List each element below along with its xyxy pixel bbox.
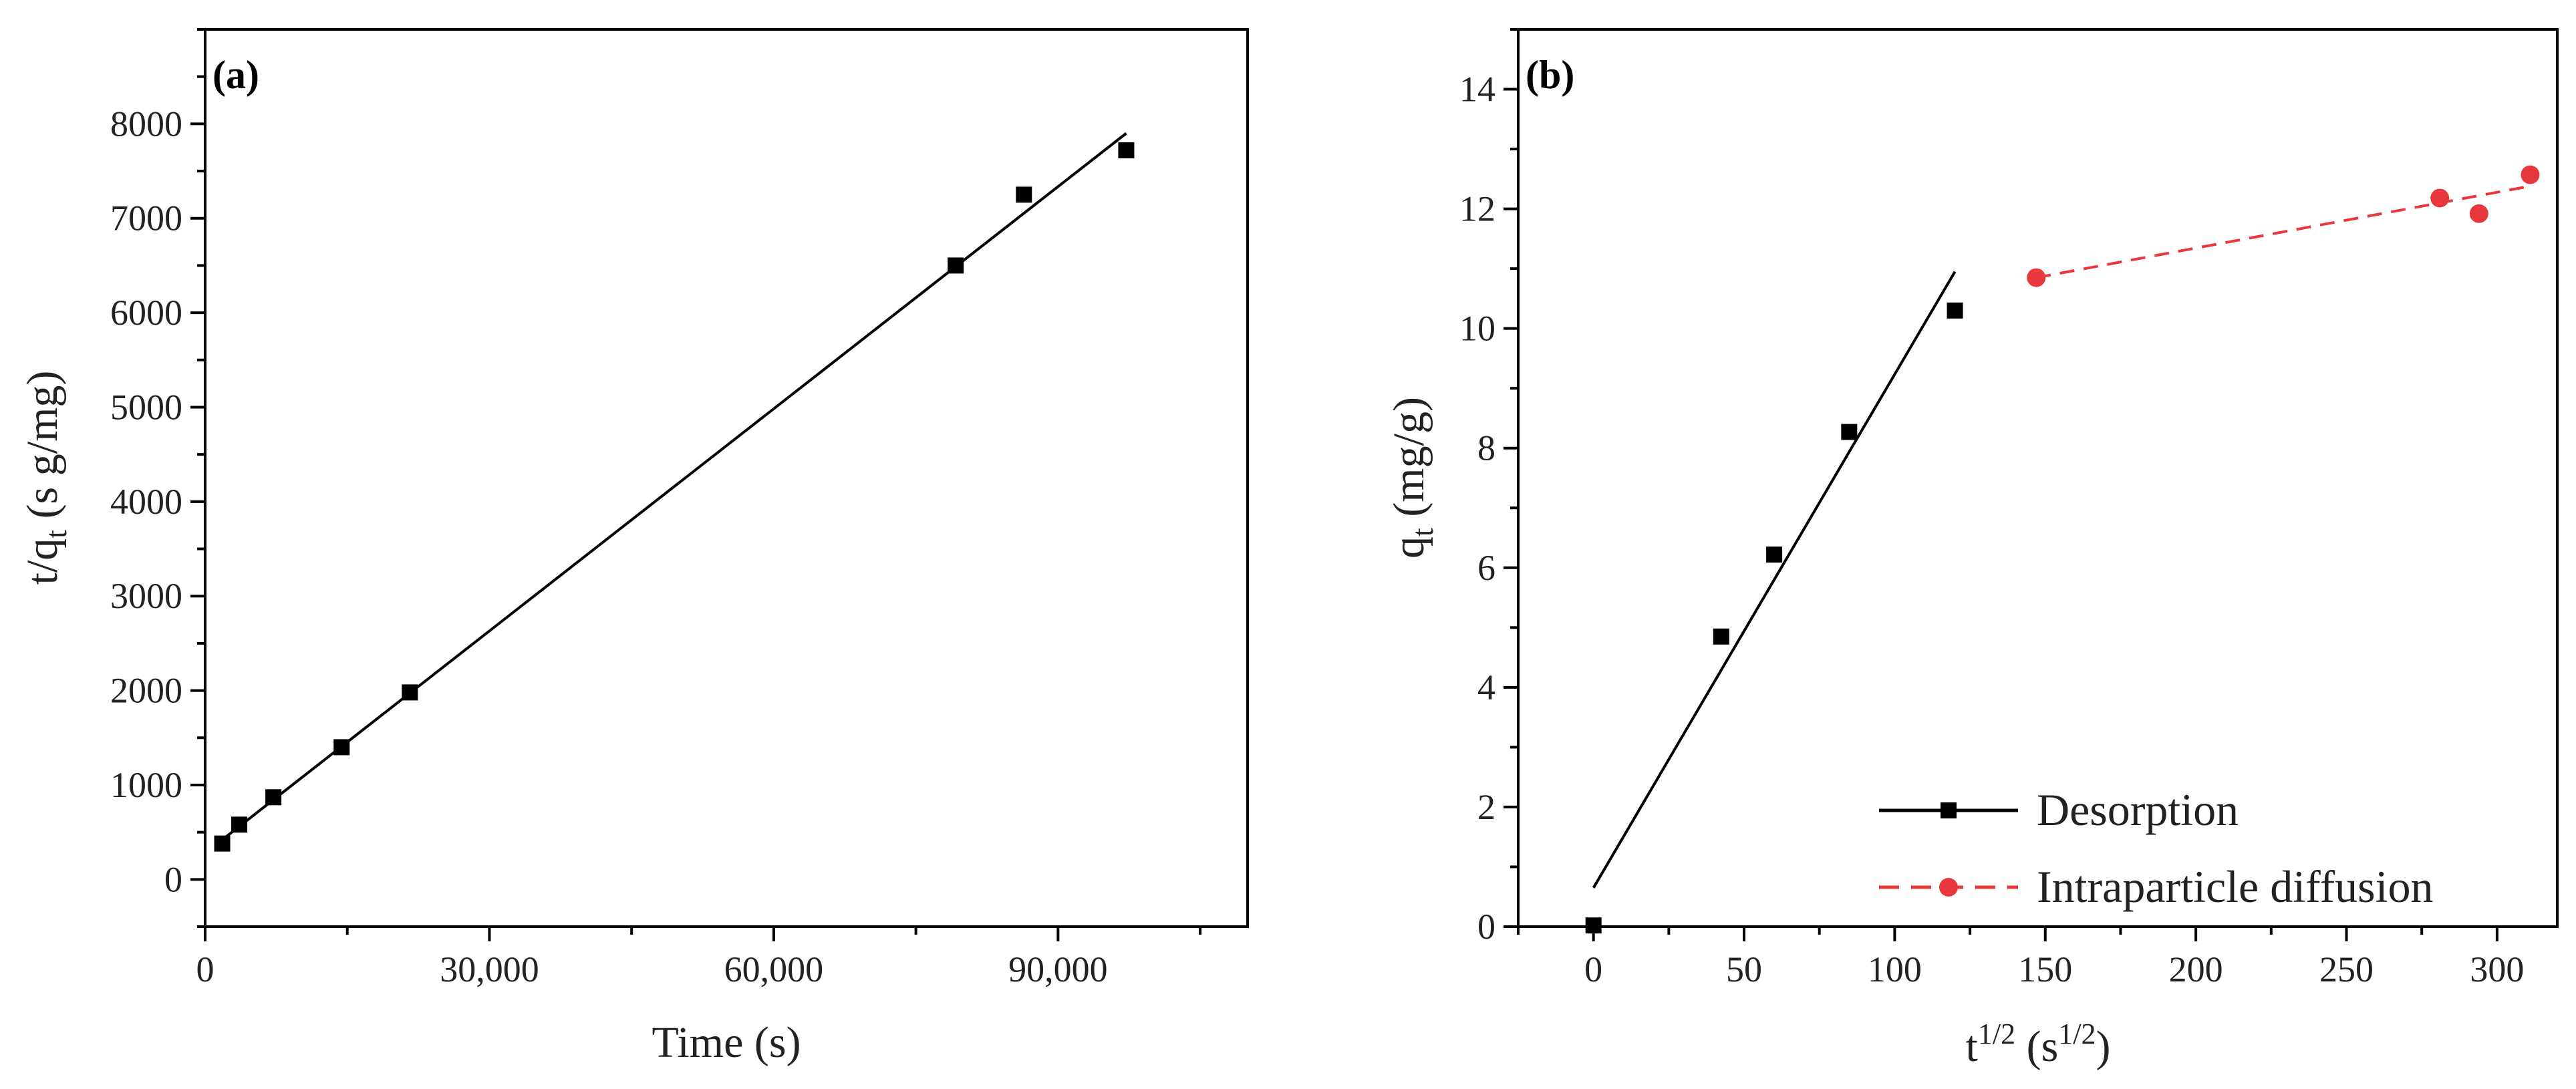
panel-a-ticks: 0 30,000 60,000 90,000 0 1000 2000 3000 4000 5000… <box>110 28 1202 989</box>
fit-line <box>221 132 1127 841</box>
panel-b-x-title-sup: 1/2 <box>1978 1018 2015 1050</box>
panel-b-x-title-tail: ) <box>2096 1022 2111 1071</box>
panel-b-y-axis-title: qt (mg/g) <box>1385 397 1439 559</box>
panel-b-y-title-main: q <box>1385 536 1433 559</box>
x-tick-label: 60,000 <box>724 949 824 989</box>
panel-b-x-title-main: t <box>1966 1022 1978 1071</box>
x-tick-label: 30,000 <box>440 949 539 989</box>
y-tick-label: 3000 <box>110 576 182 616</box>
panel-a-y-title-tail: (s g/mg) <box>18 371 67 530</box>
data-point <box>1585 917 1602 934</box>
data-point <box>265 789 282 806</box>
data-point <box>231 816 248 833</box>
x-tick-label: 100 <box>1868 949 1922 989</box>
panel-a-chart: 0 30,000 60,000 90,000 0 1000 2000 3000 4000 5000… <box>18 28 1249 1067</box>
y-tick-label: 5000 <box>110 387 182 427</box>
y-tick-label: 0 <box>1477 907 1495 947</box>
data-point <box>2469 204 2488 223</box>
y-tick-label: 10 <box>1459 309 1495 349</box>
y-tick-label: 8000 <box>110 104 182 144</box>
panel-b-legend: Desorption Intraparticle diffusion <box>1879 784 2434 912</box>
panel-b-x-title-mid: (s <box>2015 1022 2058 1071</box>
panel-a-y-title-main: t/q <box>18 538 67 585</box>
data-point <box>1713 628 1729 645</box>
panel-b-y-title-sub: t <box>1405 528 1439 536</box>
panel-a-plot-frame <box>204 28 1249 928</box>
panel-b-ticks: 0 50 100 150 200 250 300 0 2 4 6 8 10 12 14 <box>1459 28 2524 989</box>
legend-marker-1 <box>1941 802 1957 818</box>
data-point <box>1841 424 1858 440</box>
data-point <box>2430 188 2450 208</box>
fit-line-1 <box>1592 271 1957 889</box>
x-tick-label: 200 <box>2169 949 2223 989</box>
y-tick-label: 8 <box>1477 428 1495 468</box>
y-tick-label: 2000 <box>110 671 182 711</box>
legend-marker-2 <box>1939 878 1958 897</box>
legend-label-2: Intraparticle diffusion <box>2037 861 2434 912</box>
data-point <box>2027 268 2046 287</box>
y-tick-label: 2 <box>1477 787 1495 827</box>
x-tick-label: 150 <box>2018 949 2072 989</box>
y-tick-label: 12 <box>1459 189 1495 229</box>
x-tick-label: 250 <box>2319 949 2374 989</box>
data-point <box>1766 547 1783 563</box>
y-tick-label: 6000 <box>110 293 182 333</box>
data-point <box>1118 142 1135 158</box>
panel-b-label: (b) <box>1526 53 1574 97</box>
y-tick-label: 4000 <box>110 482 182 522</box>
panel-b-marks <box>1585 165 2540 934</box>
x-tick-label: 90,000 <box>1008 949 1108 989</box>
x-tick-label: 50 <box>1726 949 1762 989</box>
x-tick-label: 300 <box>2470 949 2524 989</box>
data-point <box>1016 186 1032 203</box>
x-tick-label: 0 <box>196 949 214 989</box>
y-tick-label: 1000 <box>110 765 182 805</box>
data-point <box>402 684 418 701</box>
panel-a-marks <box>214 132 1135 852</box>
data-point <box>1947 302 1963 319</box>
y-tick-label: 7000 <box>110 198 182 239</box>
y-tick-label: 0 <box>164 859 182 899</box>
data-point <box>333 739 350 756</box>
panel-a-label: (a) <box>212 53 259 97</box>
panel-a-y-axis-title: t/qt (s g/mg) <box>18 371 73 585</box>
panel-a-y-title-sub: t <box>39 530 73 538</box>
legend-label-1: Desorption <box>2037 784 2239 835</box>
data-point <box>2521 165 2540 184</box>
data-point <box>948 257 964 274</box>
fit-line-2 <box>2035 184 2531 279</box>
x-tick-label: 0 <box>1584 949 1602 989</box>
panel-b-y-title-tail: (mg/g) <box>1385 397 1433 528</box>
y-tick-label: 14 <box>1459 69 1495 110</box>
panel-b-plot-frame <box>1517 28 2559 928</box>
y-tick-label: 6 <box>1477 548 1495 588</box>
panel-b-x-title-sup2: 1/2 <box>2058 1018 2096 1050</box>
y-tick-label: 4 <box>1477 667 1495 708</box>
panel-a-x-axis-title: Time (s) <box>652 1018 801 1067</box>
data-point <box>214 835 231 852</box>
panel-b-x-axis-title: t1/2 (s1/2) <box>1966 1018 2111 1071</box>
